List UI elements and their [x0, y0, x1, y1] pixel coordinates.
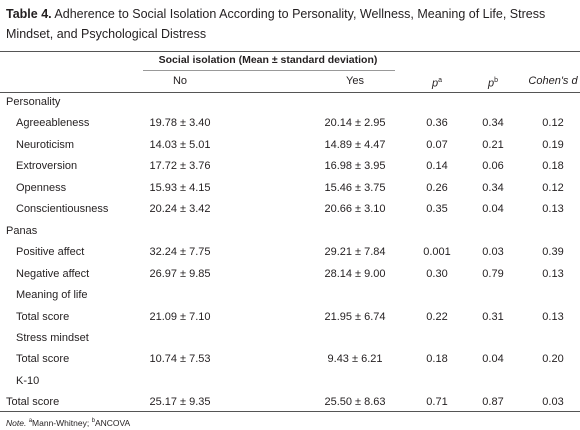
cell: 20.66 ± 3.10: [324, 203, 386, 216]
row-label: Agreeableness: [16, 117, 90, 130]
cell: 0.79: [482, 267, 504, 280]
cell: 0.04: [482, 353, 504, 366]
cell: 28.14 ± 9.00: [324, 267, 386, 280]
cell: 0.71: [426, 396, 448, 409]
cell: 0.34: [482, 181, 504, 194]
row-label: Positive affect: [16, 246, 85, 259]
column-header-sup: a: [438, 77, 443, 84]
column-header: Yes: [346, 74, 364, 88]
row-label: Extroversion: [16, 160, 78, 173]
cell: 0.31: [482, 310, 504, 323]
cell: 25.50 ± 8.63: [324, 396, 386, 409]
top-rule: [0, 51, 580, 52]
cell: 0.36: [426, 117, 448, 130]
column-header-text: No: [172, 75, 188, 87]
title-text: Adherence to Social Isolation According …: [6, 7, 546, 41]
row-label: Total score: [16, 310, 70, 323]
row-label: Conscientiousness: [16, 203, 109, 216]
cell: 29.21 ± 7.84: [324, 246, 386, 259]
row-label: Total score: [16, 353, 70, 366]
row-label: Stress mindset: [16, 331, 89, 344]
cell: 0.03: [482, 246, 504, 259]
cell: 0.34: [482, 117, 504, 130]
note-sup: b: [91, 418, 95, 424]
cell: 0.18: [542, 160, 564, 173]
cell: 0.30: [426, 267, 448, 280]
cell: 0.18: [426, 353, 448, 366]
note-sup: a: [28, 418, 33, 424]
row-label: Total score: [6, 396, 60, 409]
group-header: Social isolation (Mean ± standard deviat…: [158, 54, 378, 66]
cell: 17.72 ± 3.76: [149, 160, 211, 173]
cell: 21.95 ± 6.74: [324, 310, 386, 323]
cell: 15.46 ± 3.75: [324, 181, 386, 194]
cell: 0.21: [482, 138, 504, 151]
cell: 0.13: [542, 203, 564, 216]
cell: 0.06: [482, 160, 504, 173]
cell: 0.13: [542, 267, 564, 280]
cell: 0.04: [482, 203, 504, 216]
cell: 21.09 ± 7.10: [149, 310, 211, 323]
note-text: Mann-Whitney;: [32, 417, 90, 428]
group-rule: [143, 70, 395, 71]
column-header: pa: [432, 74, 442, 91]
cell: 14.89 ± 4.47: [324, 138, 386, 151]
cell: 19.78 ± 3.40: [149, 117, 211, 130]
column-header-text: Yes: [346, 75, 364, 87]
cell: 0.35: [426, 203, 448, 216]
table-note: Note. aMann-Whitney; bANCOVA: [6, 414, 130, 430]
note-text: ANCOVA: [94, 417, 131, 428]
row-label: Neuroticism: [16, 138, 75, 151]
row-label: Personality: [6, 96, 61, 108]
header-rule: [0, 92, 580, 93]
cell: 0.14: [426, 160, 448, 173]
cell: 20.24 ± 3.42: [149, 203, 211, 216]
row-label: Panas: [6, 224, 38, 237]
bottom-rule: [0, 411, 580, 412]
column-header: Cohen's d: [528, 74, 577, 88]
cell: 25.17 ± 9.35: [149, 396, 211, 409]
cell: 0.13: [542, 310, 564, 323]
row-label: Meaning of life: [16, 289, 88, 302]
cell: 0.12: [542, 181, 564, 194]
cell: 26.97 ± 9.85: [149, 267, 211, 280]
title-label: Table 4.: [6, 7, 52, 21]
cell: 9.43 ± 6.21: [327, 353, 383, 366]
cell: 0.07: [426, 138, 448, 151]
column-header-text: p: [431, 77, 439, 90]
cell: 14.03 ± 5.01: [149, 138, 211, 151]
cell: 32.24 ± 7.75: [149, 246, 211, 259]
cell: 0.001: [423, 246, 451, 259]
cell: 0.12: [542, 117, 564, 130]
cell: 0.20: [542, 353, 564, 366]
cell: 15.93 ± 4.15: [149, 181, 211, 194]
cell: 0.22: [426, 310, 448, 323]
column-header: No: [173, 74, 187, 88]
cell: 0.19: [542, 138, 564, 151]
cell: 0.87: [482, 396, 504, 409]
table-title: Table 4. Adherence to Social Isolation A…: [6, 4, 571, 44]
column-header-text: Cohen's d: [528, 75, 578, 87]
cell: 16.98 ± 3.95: [324, 160, 386, 173]
row-label: Negative affect: [16, 267, 90, 280]
cell: 10.74 ± 7.53: [149, 353, 211, 366]
column-header-sup: b: [494, 77, 499, 84]
column-header: pb: [488, 74, 498, 91]
cell: 20.14 ± 2.95: [324, 117, 386, 130]
note-label: Note.: [6, 417, 27, 428]
row-label: K-10: [16, 374, 40, 387]
row-label: Openness: [16, 181, 67, 194]
cell: 0.26: [426, 181, 448, 194]
column-header-text: p: [487, 77, 495, 90]
cell: 0.03: [542, 396, 564, 409]
cell: 0.39: [542, 246, 564, 259]
